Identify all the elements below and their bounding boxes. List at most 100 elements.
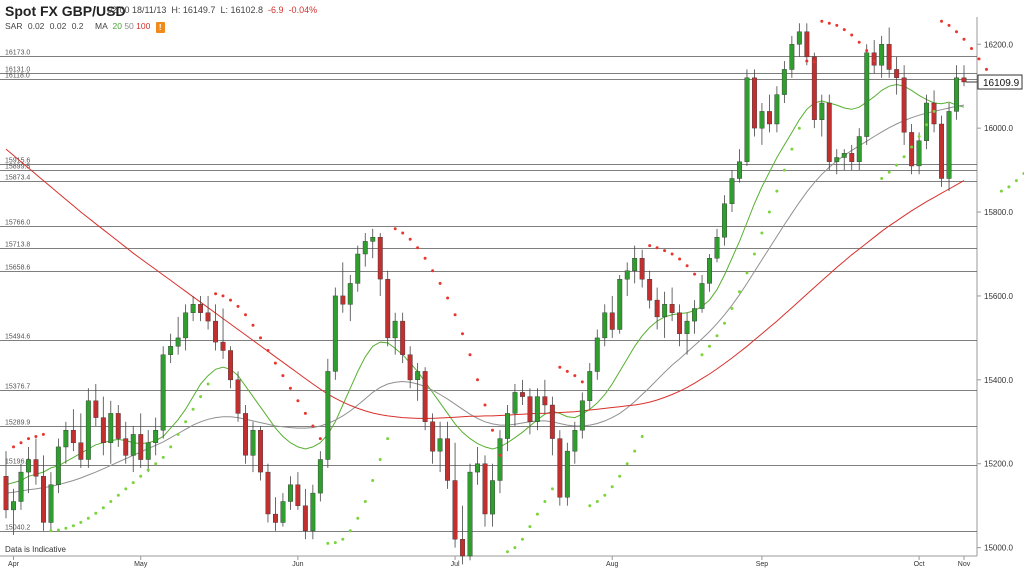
candle-body bbox=[512, 392, 518, 414]
candle bbox=[445, 421, 450, 489]
candle-body bbox=[811, 56, 817, 120]
sar-dot bbox=[341, 537, 345, 541]
candle-body bbox=[587, 371, 593, 401]
sar-dot bbox=[12, 445, 15, 449]
y-tick-label: 16200.0 bbox=[984, 40, 1013, 49]
candle-body bbox=[265, 471, 271, 515]
candle bbox=[557, 430, 563, 506]
sar-dot bbox=[184, 420, 188, 424]
candle-body bbox=[100, 417, 106, 444]
candle-body bbox=[931, 102, 937, 125]
sar-dot bbox=[468, 353, 472, 357]
price-level-label: 15658.6 bbox=[5, 265, 30, 272]
sar-dot bbox=[917, 135, 921, 138]
price-level-label: 15713.8 bbox=[5, 242, 30, 249]
candle bbox=[93, 384, 99, 426]
candle-body bbox=[355, 253, 361, 284]
sar-dot bbox=[27, 437, 30, 441]
ma-indicator-legend[interactable]: MA 20 50 100 ! bbox=[95, 21, 165, 33]
quote-change-pct: -0.04% bbox=[288, 5, 318, 15]
candle bbox=[647, 270, 653, 309]
candle-body bbox=[130, 434, 136, 456]
price-level-label: 15766.0 bbox=[5, 220, 30, 227]
candle bbox=[879, 35, 885, 78]
sar-dot bbox=[880, 177, 884, 180]
candle bbox=[392, 312, 398, 355]
candle bbox=[377, 233, 383, 296]
candle bbox=[677, 304, 682, 347]
candle bbox=[669, 287, 675, 322]
candle-body bbox=[684, 320, 690, 334]
sar-dot bbox=[962, 37, 966, 41]
candle bbox=[841, 149, 847, 171]
candle bbox=[819, 94, 825, 137]
candle bbox=[78, 413, 84, 468]
sar-dot bbox=[535, 512, 539, 516]
candle-body bbox=[385, 279, 391, 339]
sar-dot bbox=[41, 432, 45, 436]
sar-dot bbox=[738, 290, 741, 294]
quote-high: H: 16149.7 bbox=[171, 5, 216, 15]
x-tick-label: May bbox=[134, 561, 148, 568]
candle bbox=[549, 396, 555, 456]
candle-body bbox=[302, 505, 308, 532]
candle bbox=[467, 463, 473, 561]
sar-dot bbox=[1014, 179, 1018, 183]
sar-param: 0.02 bbox=[49, 21, 67, 31]
candle bbox=[804, 23, 810, 66]
sar-indicator-legend[interactable]: SAR 0.02 0.02 0.2 bbox=[5, 21, 84, 31]
sar-dot bbox=[423, 256, 427, 260]
candle-body bbox=[841, 153, 847, 158]
sar-dot bbox=[625, 462, 629, 466]
candle-body bbox=[549, 404, 555, 439]
candle bbox=[235, 371, 241, 422]
candle bbox=[332, 287, 338, 380]
candle bbox=[632, 245, 638, 284]
candle bbox=[258, 425, 263, 481]
candle-body bbox=[310, 492, 316, 532]
candle bbox=[542, 379, 548, 414]
candle-body bbox=[85, 400, 91, 460]
candle-body bbox=[692, 308, 697, 322]
candle-body bbox=[370, 236, 376, 242]
warning-icon[interactable]: ! bbox=[155, 22, 165, 33]
candle-body bbox=[198, 304, 204, 313]
quote-time: 02:00 18/11/13 bbox=[107, 5, 167, 15]
sar-dot bbox=[296, 399, 300, 403]
sar-param: 0.2 bbox=[71, 21, 84, 31]
candle-body bbox=[108, 413, 114, 443]
candle bbox=[520, 379, 525, 405]
sar-dot bbox=[498, 453, 502, 457]
moving-average-line bbox=[5, 83, 965, 486]
candle-body bbox=[954, 77, 959, 112]
candle bbox=[138, 413, 144, 468]
candle bbox=[430, 413, 436, 464]
x-tick-label: Oct bbox=[914, 561, 925, 568]
price-level-label: 16173.0 bbox=[5, 50, 30, 57]
sar-dot bbox=[49, 529, 53, 533]
price-box bbox=[977, 74, 1023, 90]
plot-frame bbox=[0, 17, 978, 557]
candle bbox=[654, 287, 660, 330]
candle-body bbox=[662, 304, 668, 318]
sar-dot bbox=[79, 520, 83, 524]
candle-body bbox=[946, 111, 952, 179]
candle bbox=[213, 304, 219, 351]
candle bbox=[347, 274, 353, 322]
candle bbox=[534, 388, 540, 431]
candle-body bbox=[520, 392, 525, 397]
candle-body bbox=[437, 438, 443, 452]
candle bbox=[744, 69, 750, 166]
candle bbox=[834, 149, 840, 175]
candle-body bbox=[961, 77, 967, 83]
sar-dot bbox=[453, 313, 457, 317]
sar-dot bbox=[655, 246, 659, 250]
candle bbox=[737, 149, 742, 183]
candle-body bbox=[752, 77, 757, 129]
sar-dot bbox=[543, 500, 547, 503]
candle-body bbox=[138, 434, 144, 460]
candle-body bbox=[871, 52, 877, 66]
current-price-marker: 16109.9 bbox=[966, 74, 1023, 90]
sar-dot bbox=[281, 374, 285, 378]
sar-dot bbox=[985, 67, 988, 71]
